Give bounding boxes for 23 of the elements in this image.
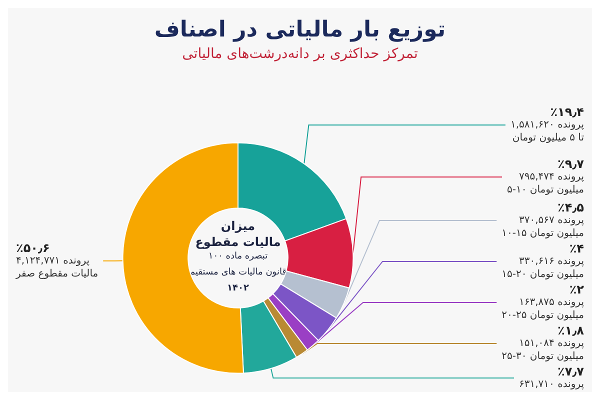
- data-label: ٪۹٫۷: [558, 156, 585, 171]
- data-label: ٪۱٫۸: [558, 324, 585, 338]
- slice-label: ۴,۱۲۴,۷۷۱ پرونده مالیات مقطوع صفر: [15, 255, 98, 280]
- chart-title: توزیع بار مالیاتی در اصناف: [154, 18, 446, 42]
- data-label: ٪۴٫۵: [558, 200, 584, 214]
- data-label: ٪۵۰٫۶: [16, 240, 50, 255]
- data-label: ٪۷٫۷: [558, 364, 585, 378]
- slice-label: ۶۳۱,۷۱۰ پرونده: [519, 379, 584, 390]
- text: مالیات مقطوع: [195, 235, 281, 249]
- data-label: ٪۱۹٫۴: [550, 105, 584, 120]
- text: قانون مالیات های مستقیم: [190, 268, 286, 278]
- data-label: ٪۴: [569, 242, 584, 256]
- data-label: ٪۲: [569, 282, 585, 296]
- slice-label: ۱۵۱,۰۸۴ پرونده ۲۵-۳۰ میلیون تومان: [502, 338, 584, 362]
- text: ۱۴۰۲: [227, 284, 250, 294]
- slice-label: ۱۶۳,۸۷۵ پرونده ۲۰-۲۵ میلیون تومان: [502, 297, 584, 321]
- text: تبصره ماده ۱۰۰: [208, 252, 268, 262]
- slice-label: ۳۳۰,۶۱۶ پرونده ۱۵-۲۰ میلیون تومان: [502, 256, 584, 280]
- chart-subtitle: تمرکز حداکثری بر دانه‌درشت‌های مالیاتی: [182, 46, 418, 62]
- slice-label: ۳۷۰,۵۶۷ پرونده ۱۰-۱۵ میلیون تومان: [502, 215, 584, 239]
- slice-label: ۱,۵۸۱,۶۲۰ پرونده تا ۵ میلیون تومان: [510, 120, 584, 144]
- text: میزان: [220, 219, 256, 233]
- slice-label: ۷۹۵,۴۷۴ پرونده ۵-۱۰ میلیون تومان: [507, 171, 584, 196]
